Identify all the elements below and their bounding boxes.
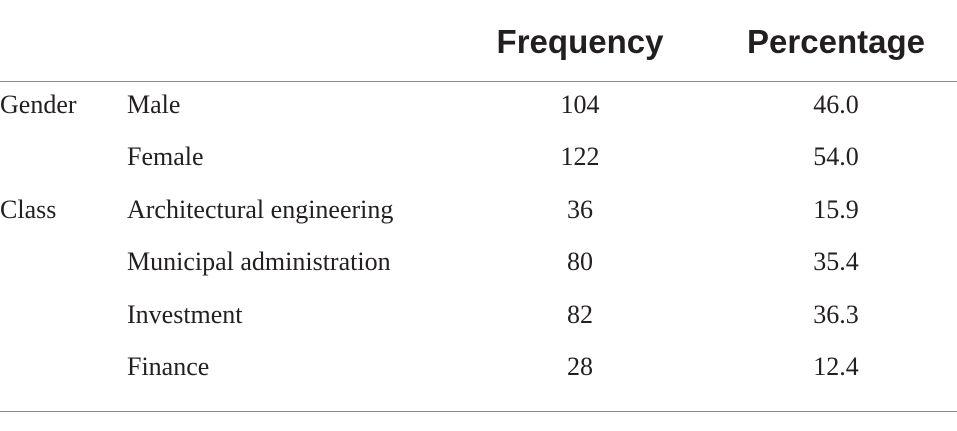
category-label: Female <box>127 142 204 172</box>
percentage-cell: 36.3 <box>813 299 859 329</box>
category-label: Male <box>127 90 181 119</box>
category-label: Architectural engineering <box>127 194 394 224</box>
header-rule <box>0 81 957 82</box>
percentage-cell: 35.4 <box>813 247 859 277</box>
percentage-cell: 15.9 <box>813 194 859 224</box>
frequency-cell: 36 <box>567 194 593 224</box>
frequency-cell: 122 <box>560 142 600 172</box>
column-header: Frequency <box>496 23 664 60</box>
frequency-cell: 82 <box>567 299 593 329</box>
category-label: Municipal administration <box>127 247 391 277</box>
frequency-cell: 80 <box>567 247 593 277</box>
group-label: Class <box>0 194 57 224</box>
frequency-cell: 104 <box>560 90 600 119</box>
category-label: Finance <box>127 352 210 381</box>
percentage-cell: 12.4 <box>813 352 859 381</box>
percentage-cell: 54.0 <box>813 142 859 172</box>
category-label: Investment <box>127 299 243 329</box>
bottom-rule <box>0 411 957 412</box>
group-label: Gender <box>0 90 77 119</box>
frequency-cell: 28 <box>567 352 593 381</box>
percentage-cell: 46.0 <box>813 90 859 119</box>
column-header: Percentage <box>747 23 925 60</box>
